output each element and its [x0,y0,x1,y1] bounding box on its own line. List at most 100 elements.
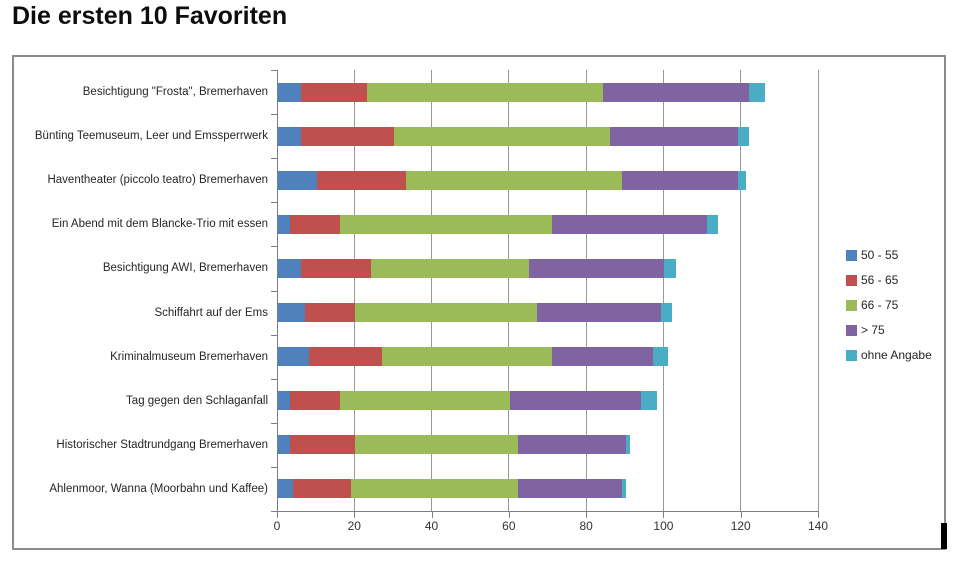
x-axis-tick [277,512,278,518]
bar-segment [737,126,750,146]
bar-segment [664,258,676,278]
bar-segment [529,258,665,278]
bar-segment [316,170,406,190]
category-label: Tag gegen den Schlaganfall [126,394,268,407]
category-label: Bünting Teemuseum, Leer und Emssperrwerk [34,130,268,143]
stacked-bar [278,126,750,146]
bar-segment [737,170,746,190]
stacked-bar [278,391,657,411]
x-axis-tick [740,512,742,518]
bar-segment [536,303,661,323]
legend-label: ohne Angabe [861,348,932,362]
x-axis-label: 100 [653,519,674,533]
category-label: Ein Abend mit dem Blancke-Trio mit essen [51,218,268,231]
bar-segment [660,303,673,323]
x-axis-label: 140 [807,519,829,533]
y-axis-tick [271,378,277,380]
stacked-bar [278,170,746,190]
bar-segment [517,479,622,499]
bar-segment [641,391,657,411]
x-axis-tick [431,512,433,518]
x-axis-tick [663,512,665,518]
legend-item: > 75 [846,323,932,337]
gridline [431,70,433,511]
bar-segment [351,479,518,499]
gridline [817,70,819,511]
x-axis-label: 0 [273,519,281,533]
legend: 50 - 55 56 - 65 66 - 75 > 75 ohne Angabe [846,248,932,373]
bar-segment [621,170,738,190]
legend-item: 66 - 75 [846,298,932,312]
chart-frame: 0 20 40 60 80 100 120 140 Besichtigung "Frosta",… [12,55,947,550]
bar-segment [278,391,290,411]
stacked-bar [278,258,676,278]
bar-segment [301,82,367,102]
bar-segment [405,170,622,190]
x-axis-label: 20 [347,519,361,533]
plot-area [277,70,819,511]
bar-segment [355,303,537,323]
bar-segment [278,258,302,278]
bar-segment [610,126,738,146]
bar-segment [289,391,340,411]
x-axis-tick [818,512,819,518]
legend-swatch [846,299,857,311]
bar-segment [301,126,394,146]
bar-segment [278,170,317,190]
bar-segment [278,347,309,367]
legend-label: 50 - 55 [861,248,899,262]
bar-segment [278,435,290,455]
bar-segment [278,303,306,323]
y-axis-tick [271,246,277,248]
category-label: Besichtigung AWI, Bremerhaven [102,262,268,275]
legend-swatch [846,249,857,261]
gridline [585,70,587,511]
legend-label: 66 - 75 [861,298,899,312]
x-axis-label: 40 [424,519,439,533]
bar-segment [370,258,530,278]
legend-swatch [846,274,857,286]
legend-item: 50 - 55 [846,248,932,262]
value-axis-line [277,511,819,512]
x-axis-tick [586,512,588,518]
legend-label: > 75 [861,323,885,337]
category-label: Schiffahrt auf der Ems [154,306,268,319]
bar-segment [652,347,669,367]
x-axis-label: 60 [502,519,516,533]
bar-segment [706,214,719,234]
bar-segment [509,391,642,411]
bar-segment [552,347,653,367]
stacked-bar [278,82,765,102]
bar-segment [749,82,765,102]
bar-segment [517,435,626,455]
x-axis-label: 80 [579,519,593,533]
y-axis-tick [271,511,277,512]
legend-swatch [846,349,857,361]
x-axis-tick [354,512,356,518]
bar-segment [289,435,356,455]
y-axis-tick [271,158,277,160]
x-axis-tick [508,512,510,518]
y-axis-tick [271,114,277,116]
bar-segment [393,126,611,146]
category-label: Haventheater (piccolo teatro) Bremerhave… [47,174,268,187]
bar-segment [625,435,630,455]
y-axis-tick [271,334,277,336]
chart-title: Die ersten 10 Favoriten [12,2,288,30]
y-axis-tick [271,70,277,71]
stacked-bar [278,347,669,367]
x-axis-label: 120 [730,519,751,533]
legend-item: 56 - 65 [846,273,932,287]
gridline [353,70,355,511]
screenshot-artifact-mark [941,523,947,549]
gridline [508,70,510,511]
stacked-bar [278,479,626,499]
category-label: Kriminalmuseum Bremerhaven [110,350,268,363]
bar-segment [305,303,356,323]
bar-segment [278,479,294,499]
category-label: Ahlenmoor, Wanna (Moorbahn und Kaffee) [49,482,268,495]
bar-segment [301,258,371,278]
y-axis-tick [271,466,277,468]
gridline [740,70,742,511]
bar-segment [308,347,383,367]
